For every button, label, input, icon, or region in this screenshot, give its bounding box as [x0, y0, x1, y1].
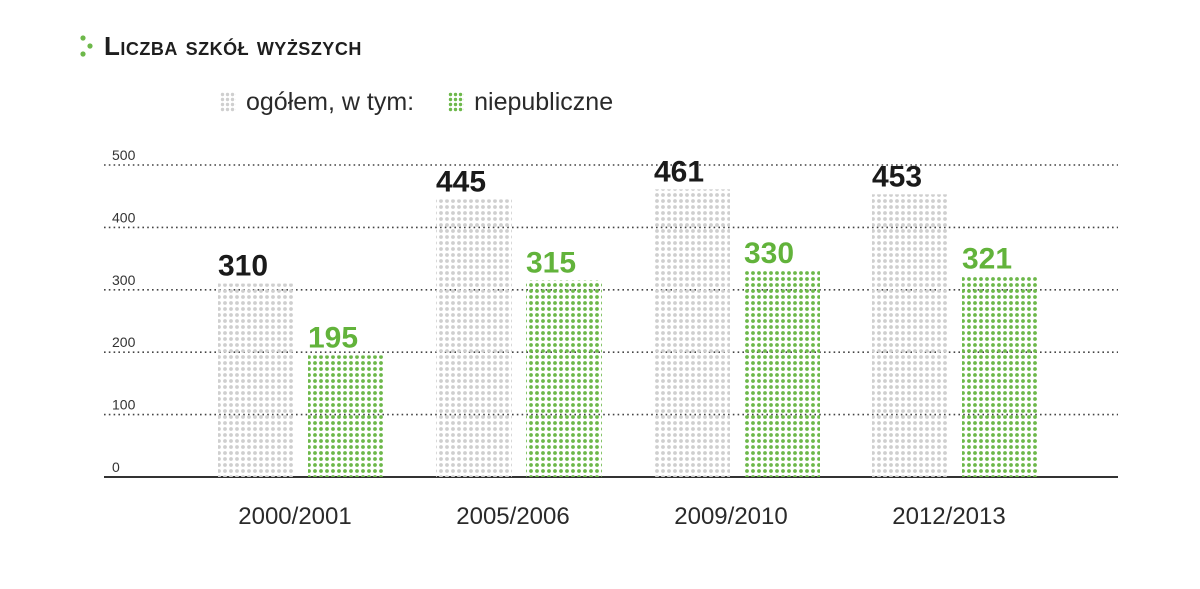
y-tick-label: 500 [112, 147, 136, 163]
x-tick-label: 2012/2013 [892, 503, 1005, 530]
bar-total [654, 189, 730, 477]
value-label-total: 310 [218, 250, 268, 283]
bar-private [962, 276, 1038, 477]
x-tick-label: 2000/2001 [238, 503, 351, 530]
value-label-total: 453 [872, 160, 922, 193]
legend-label-total: ogółem, w tym: [246, 87, 415, 116]
value-label-total: 445 [436, 165, 486, 198]
legend-item-private: niepubliczne [448, 88, 613, 117]
legend-label-private: niepubliczne [474, 87, 614, 116]
value-label-private: 195 [308, 321, 358, 354]
y-tick-label: 400 [112, 209, 136, 225]
value-label-private: 330 [744, 237, 794, 270]
legend-swatch-total [220, 92, 236, 112]
bar-private [308, 355, 384, 477]
bar-total [436, 199, 512, 477]
legend-item-total: ogółem, w tym: [220, 88, 414, 117]
value-label-private: 315 [526, 246, 576, 279]
value-label-private: 321 [962, 243, 1012, 276]
y-tick-label: 100 [112, 397, 136, 413]
x-tick-label: 2005/2006 [456, 503, 569, 530]
chart-legend: ogółem, w tym: niepubliczne [220, 84, 613, 120]
bar-private [526, 280, 602, 477]
x-tick-label: 2009/2010 [674, 503, 787, 530]
chart-title: Liczba szkół wyższych [78, 26, 362, 66]
bullet-dots-icon [80, 35, 93, 57]
y-tick-label: 300 [112, 272, 136, 288]
bar-total [872, 194, 948, 477]
chart-title-text: Liczba szkół wyższych [104, 30, 362, 61]
bar-private [744, 271, 820, 477]
y-tick-label: 200 [112, 334, 136, 350]
value-label-total: 461 [654, 155, 704, 188]
bar-total [218, 283, 294, 477]
y-tick-label: 0 [112, 459, 120, 475]
legend-swatch-private [448, 92, 465, 112]
